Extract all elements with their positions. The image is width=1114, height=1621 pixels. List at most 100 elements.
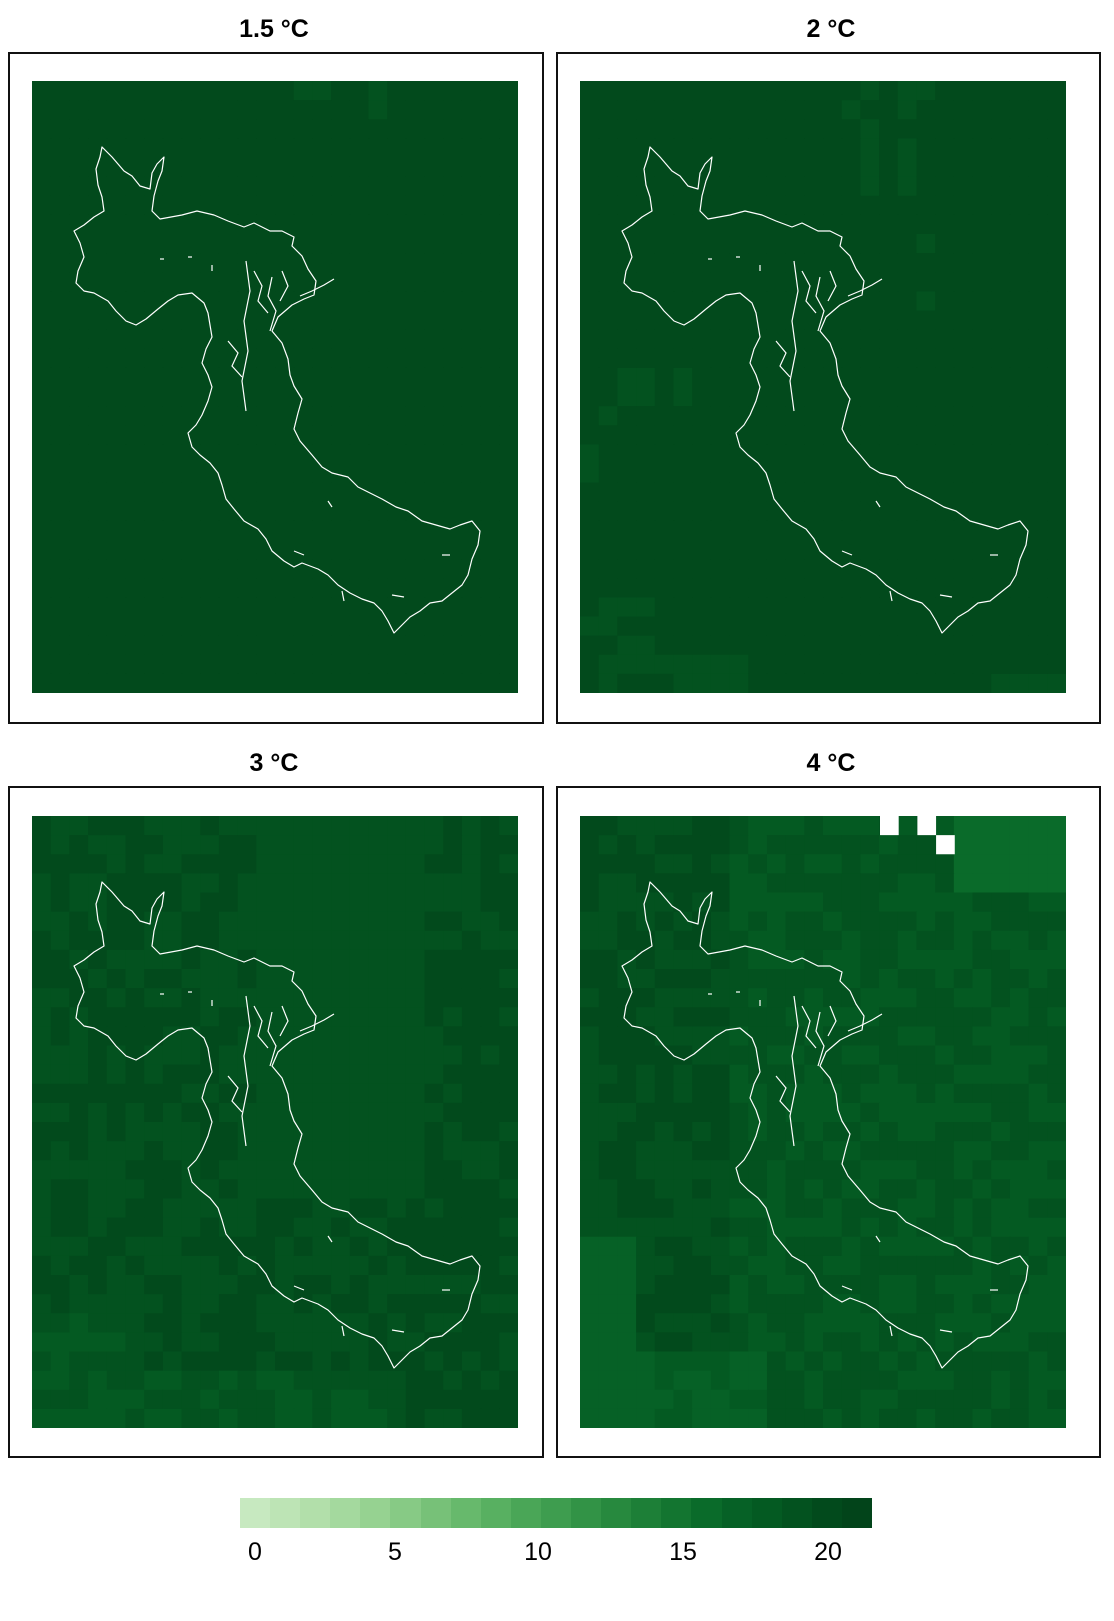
raster-cell bbox=[636, 1294, 656, 1314]
raster-cell bbox=[785, 387, 805, 407]
raster-cell bbox=[1028, 253, 1048, 273]
raster-cell bbox=[897, 816, 918, 836]
raster-cell bbox=[181, 969, 201, 989]
raster-cell bbox=[617, 387, 637, 407]
raster-cell bbox=[480, 482, 500, 503]
raster-cell bbox=[766, 673, 787, 693]
raster-cell bbox=[200, 635, 220, 656]
raster-cell bbox=[748, 367, 768, 388]
raster-cell bbox=[293, 559, 313, 579]
raster-cell bbox=[710, 673, 731, 693]
raster-cell bbox=[692, 835, 712, 855]
raster-cell bbox=[766, 969, 787, 989]
raster-cell bbox=[804, 100, 824, 120]
raster-cell bbox=[748, 1122, 768, 1142]
raster-cell bbox=[218, 119, 239, 139]
raster-cell bbox=[144, 1083, 164, 1104]
raster-cell bbox=[424, 597, 444, 618]
raster-cell bbox=[879, 873, 899, 894]
raster-cell bbox=[935, 816, 955, 836]
raster-cell bbox=[692, 406, 712, 426]
raster-cell bbox=[312, 911, 332, 932]
raster-cell bbox=[256, 119, 276, 139]
raster-cell bbox=[50, 1179, 70, 1200]
raster-cell bbox=[1047, 1313, 1066, 1333]
raster-cell bbox=[916, 540, 936, 560]
raster-cell bbox=[766, 597, 787, 618]
raster-cell bbox=[368, 578, 388, 598]
raster-cell bbox=[823, 854, 843, 874]
raster-cell bbox=[748, 1064, 768, 1085]
raster-cell bbox=[125, 1160, 145, 1180]
raster-cell bbox=[237, 1198, 257, 1219]
raster-cell bbox=[443, 1236, 463, 1257]
raster-cell bbox=[144, 138, 164, 159]
raster-cell bbox=[692, 291, 712, 312]
raster-cell bbox=[710, 635, 731, 656]
raster-cell bbox=[935, 1102, 955, 1123]
raster-cell bbox=[349, 1332, 370, 1353]
raster-cell bbox=[692, 654, 712, 675]
raster-cell bbox=[69, 463, 89, 484]
raster-cell bbox=[972, 81, 992, 101]
raster-cell bbox=[935, 1217, 955, 1238]
raster-cell bbox=[692, 138, 712, 159]
raster-cell bbox=[580, 1370, 600, 1391]
raster-cell bbox=[237, 310, 257, 331]
raster-cell bbox=[50, 1389, 70, 1410]
raster-cell bbox=[823, 1179, 843, 1200]
inner-boundary bbox=[875, 1235, 881, 1243]
raster-cell bbox=[405, 1160, 426, 1180]
raster-cell bbox=[443, 597, 463, 618]
raster-cell bbox=[293, 310, 313, 331]
raster-cell bbox=[461, 988, 482, 1008]
raster-cell bbox=[916, 387, 936, 407]
raster-cell bbox=[443, 911, 463, 932]
raster-cell bbox=[349, 291, 370, 312]
raster-cell bbox=[991, 988, 1011, 1008]
raster-cell bbox=[935, 654, 955, 675]
raster-cell bbox=[1028, 1122, 1048, 1142]
raster-cell bbox=[106, 157, 127, 178]
raster-cell bbox=[916, 616, 936, 637]
raster-cell bbox=[125, 1045, 145, 1066]
raster-cell bbox=[424, 930, 444, 951]
raster-cell bbox=[405, 616, 426, 637]
raster-cell bbox=[748, 272, 768, 292]
raster-cell bbox=[405, 463, 426, 484]
raster-cell bbox=[598, 1294, 618, 1314]
raster-cell bbox=[181, 578, 201, 598]
raster-cell bbox=[916, 157, 936, 178]
raster-cell bbox=[748, 425, 768, 445]
raster-cell bbox=[88, 1122, 108, 1142]
raster-cell bbox=[237, 214, 257, 235]
raster-cell bbox=[580, 1064, 600, 1085]
raster-cell bbox=[897, 969, 918, 989]
raster-cell bbox=[349, 406, 370, 426]
raster-cell bbox=[729, 520, 749, 541]
raster-cell bbox=[897, 1351, 918, 1372]
raster-cell bbox=[443, 1007, 463, 1027]
raster-cell bbox=[841, 1179, 861, 1200]
raster-cell bbox=[598, 176, 618, 197]
raster-cell bbox=[841, 1064, 861, 1085]
raster-cell bbox=[580, 157, 600, 178]
legend-color-swatch bbox=[631, 1498, 662, 1528]
raster-cell bbox=[331, 1122, 351, 1142]
raster-cell bbox=[181, 482, 201, 503]
raster-cell bbox=[841, 253, 861, 273]
raster-cell bbox=[162, 816, 183, 836]
raster-cell bbox=[636, 1102, 656, 1123]
raster-cell bbox=[144, 1179, 164, 1200]
raster-cell bbox=[218, 291, 239, 312]
raster-cell bbox=[991, 969, 1011, 989]
raster-cell bbox=[69, 425, 89, 445]
raster-cell bbox=[673, 329, 693, 350]
raster-cell bbox=[598, 1370, 618, 1391]
raster-cell bbox=[256, 253, 276, 273]
raster-cell bbox=[580, 272, 600, 292]
raster-cell bbox=[237, 501, 257, 522]
raster-cell bbox=[804, 1160, 824, 1180]
raster-cell bbox=[88, 406, 108, 426]
raster-cell bbox=[1047, 969, 1066, 989]
